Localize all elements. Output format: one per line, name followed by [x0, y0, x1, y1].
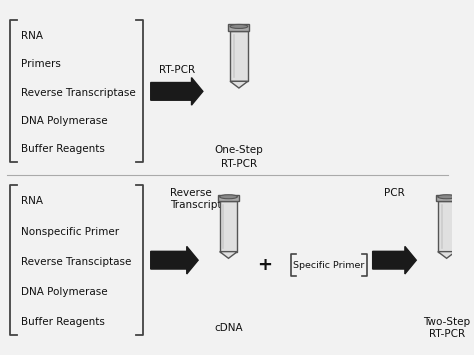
- Polygon shape: [438, 252, 456, 258]
- FancyArrow shape: [151, 246, 198, 274]
- Text: Nonspecific Primer: Nonspecific Primer: [21, 226, 119, 236]
- Text: Buffer Reagents: Buffer Reagents: [21, 317, 105, 327]
- Text: Buffer Reagents: Buffer Reagents: [21, 144, 105, 154]
- Bar: [438, 201, 456, 252]
- Text: RNA: RNA: [21, 196, 43, 207]
- Text: RT-PCR: RT-PCR: [428, 328, 465, 339]
- Text: Primers: Primers: [21, 59, 61, 70]
- Text: cDNA: cDNA: [214, 323, 243, 333]
- Bar: [228, 24, 249, 31]
- Text: RNA: RNA: [21, 31, 43, 41]
- Text: DNA Polymerase: DNA Polymerase: [21, 287, 108, 297]
- Bar: [230, 31, 248, 81]
- Text: PCR: PCR: [384, 188, 405, 198]
- Polygon shape: [230, 81, 248, 88]
- Text: DNA Polymerase: DNA Polymerase: [21, 116, 108, 126]
- Ellipse shape: [438, 195, 456, 199]
- FancyArrow shape: [373, 246, 416, 274]
- Text: Reverse: Reverse: [170, 188, 211, 198]
- Text: Specific Primer: Specific Primer: [293, 261, 365, 269]
- Bar: [436, 195, 457, 201]
- Text: Reverse Transciptase: Reverse Transciptase: [21, 257, 131, 267]
- Text: Reverse Transcriptase: Reverse Transcriptase: [21, 88, 136, 98]
- Ellipse shape: [219, 195, 237, 199]
- FancyArrow shape: [151, 78, 203, 105]
- Polygon shape: [219, 252, 237, 258]
- Text: RT-PCR: RT-PCR: [221, 159, 257, 169]
- Text: One-Step: One-Step: [215, 146, 263, 155]
- Ellipse shape: [230, 24, 248, 28]
- Bar: [219, 201, 237, 252]
- Text: Transcription: Transcription: [170, 200, 237, 209]
- Text: +: +: [257, 256, 272, 274]
- Text: Two-Step: Two-Step: [423, 317, 470, 327]
- Text: RT-PCR: RT-PCR: [159, 65, 195, 75]
- Bar: [218, 195, 239, 201]
